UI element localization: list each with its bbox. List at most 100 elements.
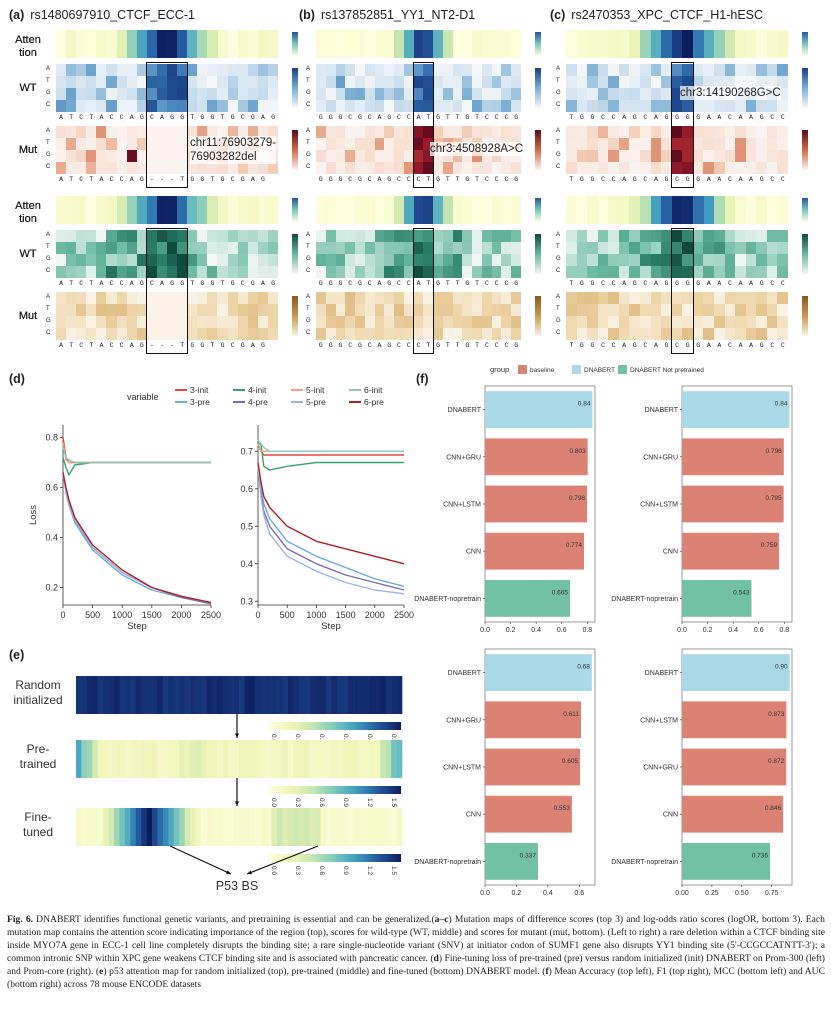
heatmap-cell (56, 150, 67, 162)
base-letter: C (79, 280, 84, 287)
panel-letter: (b) (299, 8, 315, 22)
heatmap-cell (207, 242, 218, 254)
colorbar-tick: 0.1 (294, 734, 301, 743)
heatmap-cell (671, 162, 683, 174)
heatmap-cell (745, 292, 757, 304)
attention-cell (766, 196, 778, 224)
heatmap-cell (335, 230, 346, 242)
attention-cell (266, 676, 272, 714)
base-letter: G (220, 342, 225, 349)
heatmap-cell (197, 304, 208, 316)
base-letter: A (416, 280, 421, 287)
heatmap-cell (166, 266, 178, 278)
attention-cell (200, 740, 207, 778)
heatmap-cell (247, 88, 258, 100)
heatmap-cell (126, 292, 137, 304)
heatmap-cell (608, 266, 619, 278)
heatmap-cell (257, 162, 268, 174)
base-letter: G (338, 280, 343, 287)
attention-cell (76, 30, 87, 58)
heatmap-cell (413, 292, 424, 304)
base-letter: T (220, 280, 225, 287)
heatmap-cell (177, 242, 188, 254)
attention-colorbar (292, 198, 298, 222)
base-letter: G (514, 342, 519, 349)
heatmap-cell (156, 230, 167, 242)
heatmap-cell (756, 328, 767, 340)
heatmap-cell (661, 64, 672, 76)
heatmap-cell (257, 100, 268, 112)
heatmap-cell (267, 254, 278, 266)
heatmap-cell (713, 76, 725, 88)
base-letter: G (696, 280, 701, 287)
attention-cell (347, 676, 354, 714)
base-letter: T (69, 114, 74, 121)
heatmap-cell (66, 242, 77, 254)
base-letter: C (770, 280, 775, 287)
variant-highlight-box (412, 62, 435, 188)
heatmap-cell (126, 64, 137, 76)
heatmap-cell (442, 242, 453, 254)
nucleotide-label: C (556, 164, 561, 170)
attention-cell (682, 196, 693, 224)
x-tick-label: 0 (255, 610, 260, 620)
heatmap-cell (56, 162, 67, 174)
heatmap-cell (442, 316, 453, 328)
base-letter: A (653, 114, 658, 121)
heatmap-cell (316, 150, 326, 162)
x-tick-label: 2500 (394, 610, 414, 620)
base-letter: A (99, 280, 104, 287)
colorbar-tick: 1.5 (390, 866, 397, 875)
attention-cell (452, 30, 463, 58)
attention-cell (141, 676, 147, 714)
heatmap-cell (403, 230, 414, 242)
category-label: DNABERT-nopretrain (611, 596, 678, 603)
attention-cell (228, 808, 234, 846)
heatmap-cell (237, 126, 248, 138)
heatmap-cell (682, 64, 693, 76)
heatmap-cell (491, 88, 502, 100)
heatmap-cell (96, 230, 107, 242)
heatmap-cell (452, 328, 463, 340)
attention-cell (173, 676, 180, 714)
heatmap-cell (629, 138, 640, 150)
heatmap-cell (394, 328, 404, 340)
bar-value-label: 0.605 (562, 758, 579, 765)
heatmap-cell (364, 138, 375, 150)
heatmap-cell (703, 316, 714, 328)
heatmap-cell (156, 138, 167, 150)
heatmap-cell (597, 88, 609, 100)
heatmap-cell (766, 126, 778, 138)
heatmap-cell (650, 76, 662, 88)
attention-cell (316, 196, 326, 224)
heatmap-cell (187, 100, 198, 112)
heatmap-cell (442, 254, 453, 266)
heatmap-cell (116, 138, 127, 150)
attention-cell (233, 808, 240, 846)
heatmap-cell (462, 292, 473, 304)
base-letter: C (230, 342, 235, 349)
attention-cell (282, 808, 289, 846)
base-letter: G (318, 114, 323, 121)
heatmap-cell (146, 242, 157, 254)
attention-cell (97, 676, 104, 714)
base-letter: T (455, 176, 460, 183)
heatmap-cell (394, 316, 404, 328)
base-letter: C (728, 114, 732, 121)
nucleotide-label: T (46, 140, 50, 146)
heatmap-cell (345, 100, 356, 112)
heatmap-cell (374, 64, 385, 76)
heatmap-cell (355, 88, 365, 100)
base-letter: C (770, 176, 775, 183)
heatmap-cell (136, 316, 147, 328)
heatmap-cell (364, 292, 375, 304)
wt-row-label: WT (19, 248, 37, 260)
heatmap-cell (394, 230, 404, 242)
heatmap-cell (237, 88, 248, 100)
variant-highlight-box (412, 228, 435, 354)
heatmap-cell (146, 150, 157, 162)
heatmap-cell (345, 304, 356, 316)
y-tick-label: 0.2 (45, 583, 58, 593)
heatmap-cell (491, 150, 502, 162)
heatmap-cell (86, 254, 97, 266)
